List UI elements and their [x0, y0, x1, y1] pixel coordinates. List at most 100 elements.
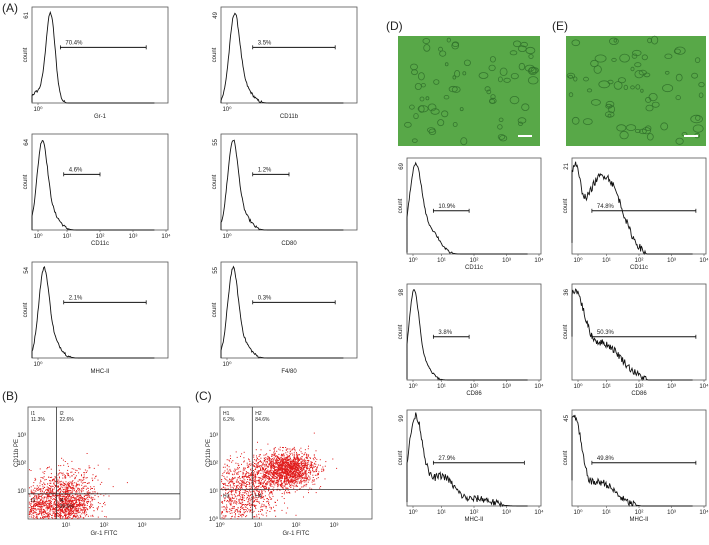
histogram-trace — [406, 161, 528, 255]
event-dot — [232, 460, 234, 462]
quadrant-percentage: 84.6% — [255, 417, 270, 423]
event-dot — [246, 509, 248, 511]
event-dot — [264, 481, 265, 483]
x-tick-label: 10⁰ — [408, 509, 418, 516]
event-dot — [62, 477, 64, 479]
event-dot — [222, 483, 224, 484]
event-dot — [76, 513, 77, 515]
event-dot — [28, 507, 30, 509]
event-dot — [272, 495, 274, 497]
event-dot — [286, 473, 288, 475]
event-dot — [288, 470, 290, 472]
event-dot — [294, 476, 296, 478]
event-dot — [71, 483, 73, 485]
event-dot — [30, 510, 32, 512]
event-dot — [251, 463, 253, 465]
event-dot — [288, 456, 289, 458]
cell — [518, 121, 523, 126]
event-dot — [299, 459, 301, 461]
event-dot — [248, 474, 250, 476]
event-dot — [287, 462, 288, 463]
event-dot — [276, 458, 278, 459]
event-dot — [312, 465, 314, 467]
event-dot — [262, 493, 264, 495]
event-dot — [265, 476, 267, 477]
event-dot — [62, 482, 64, 484]
event-dot — [57, 486, 59, 488]
event-dot — [49, 506, 51, 508]
event-dot — [53, 511, 55, 513]
event-dot — [259, 482, 261, 484]
event-dot — [60, 491, 62, 493]
event-dot — [77, 506, 79, 508]
event-dot — [84, 507, 86, 509]
event-dot — [62, 504, 64, 505]
event-dot — [81, 498, 83, 500]
cell — [623, 84, 628, 91]
event-dot — [296, 455, 298, 457]
event-dot — [273, 476, 275, 478]
event-dot — [286, 458, 288, 460]
event-dot — [46, 512, 48, 514]
event-dot — [236, 479, 238, 481]
event-dot — [89, 507, 91, 509]
event-dot — [221, 475, 223, 477]
event-dot — [70, 496, 72, 498]
event-dot — [34, 505, 36, 507]
event-dot — [87, 497, 89, 499]
event-dot — [268, 482, 270, 484]
cell — [619, 53, 630, 63]
event-dot — [245, 471, 247, 473]
event-dot — [297, 458, 298, 460]
event-dot — [232, 482, 234, 484]
cell — [630, 85, 635, 90]
event-dot — [255, 473, 256, 475]
event-dot — [307, 463, 309, 465]
event-dot — [262, 501, 264, 502]
event-dot — [283, 478, 285, 479]
event-dot — [65, 484, 67, 485]
event-dot — [301, 464, 303, 466]
event-dot — [61, 473, 63, 475]
event-dot — [285, 490, 286, 492]
event-dot — [54, 503, 56, 505]
event-dot — [256, 473, 258, 475]
event-dot — [229, 508, 231, 510]
event-dot — [283, 453, 285, 455]
event-dot — [255, 475, 257, 477]
event-dot — [256, 499, 258, 501]
event-dot — [282, 464, 284, 466]
event-dot — [62, 495, 64, 497]
event-dot — [272, 462, 274, 463]
event-dot — [297, 478, 299, 479]
cell — [520, 41, 528, 48]
event-dot — [40, 492, 42, 494]
event-dot — [84, 499, 86, 501]
event-dot — [55, 500, 57, 502]
event-dot — [253, 500, 255, 502]
event-dot — [37, 489, 39, 491]
event-dot — [65, 509, 67, 511]
event-dot — [299, 474, 301, 475]
event-dot — [267, 476, 269, 477]
event-dot — [298, 470, 300, 471]
event-dot — [36, 509, 38, 511]
event-dot — [253, 484, 255, 486]
event-dot — [257, 458, 258, 459]
event-dot — [73, 485, 75, 487]
event-dot — [77, 510, 79, 512]
x-tick-label: 10³ — [330, 523, 339, 529]
event-dot — [50, 492, 52, 494]
event-dot — [263, 475, 265, 477]
event-dot — [83, 486, 85, 488]
event-dot — [66, 513, 68, 515]
event-dot — [277, 470, 279, 472]
event-dot — [294, 478, 296, 480]
event-dot — [71, 503, 73, 504]
event-dot — [266, 510, 268, 512]
event-dot — [28, 501, 30, 503]
event-dot — [49, 509, 51, 511]
event-dot — [32, 506, 34, 508]
event-dot — [40, 517, 42, 519]
event-dot — [285, 473, 287, 475]
